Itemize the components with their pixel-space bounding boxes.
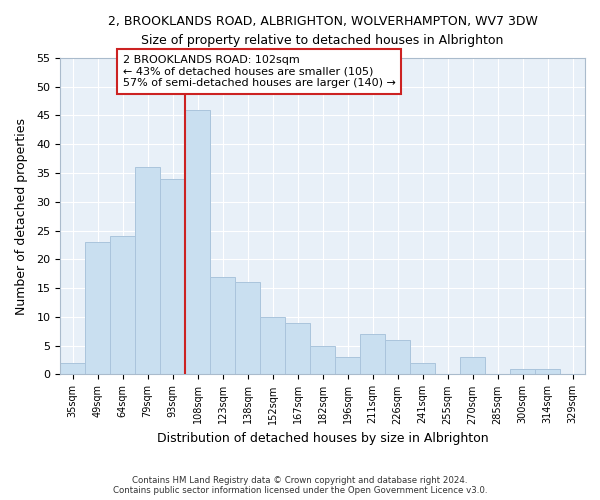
Bar [460,357,485,374]
Bar [260,317,285,374]
Bar [85,242,110,374]
Bar [210,276,235,374]
Bar [185,110,210,374]
Bar [135,167,160,374]
Bar [310,346,335,374]
Bar [285,322,310,374]
Bar [360,334,385,374]
Y-axis label: Number of detached properties: Number of detached properties [15,118,28,314]
Text: Contains HM Land Registry data © Crown copyright and database right 2024.
Contai: Contains HM Land Registry data © Crown c… [113,476,487,495]
Bar [535,368,560,374]
Bar [110,236,135,374]
Bar [410,363,435,374]
X-axis label: Distribution of detached houses by size in Albrighton: Distribution of detached houses by size … [157,432,488,445]
Bar [60,363,85,374]
Title: 2, BROOKLANDS ROAD, ALBRIGHTON, WOLVERHAMPTON, WV7 3DW
Size of property relative: 2, BROOKLANDS ROAD, ALBRIGHTON, WOLVERHA… [107,15,538,47]
Text: 2 BROOKLANDS ROAD: 102sqm
← 43% of detached houses are smaller (105)
57% of semi: 2 BROOKLANDS ROAD: 102sqm ← 43% of detac… [122,55,395,88]
Bar [160,179,185,374]
Bar [335,357,360,374]
Bar [235,282,260,374]
Bar [385,340,410,374]
Bar [510,368,535,374]
